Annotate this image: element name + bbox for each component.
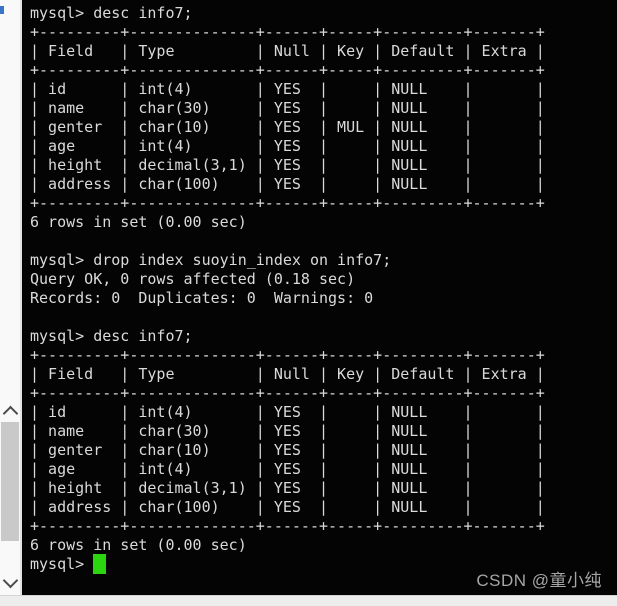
scrollbar-thumb[interactable] (1, 422, 19, 541)
vertical-scrollbar[interactable] (0, 0, 22, 595)
chevron-up-icon (2, 405, 18, 422)
scroll-down-button[interactable] (0, 572, 20, 593)
chevron-down-icon (2, 572, 18, 589)
horizontal-scrollbar-track[interactable] (0, 595, 617, 606)
scroll-up-button[interactable] (0, 402, 20, 422)
watermark: CSDN @童小纯 (476, 571, 602, 590)
prompt-line: mysql> (30, 554, 617, 574)
window-edge-fragment (0, 6, 4, 14)
terminal-window[interactable]: mysql> desc info7; +---------+----------… (22, 0, 617, 595)
terminal-output: mysql> desc info7; +---------+----------… (30, 4, 545, 554)
prompt-text: mysql> (30, 555, 94, 573)
terminal-cursor (93, 554, 107, 574)
